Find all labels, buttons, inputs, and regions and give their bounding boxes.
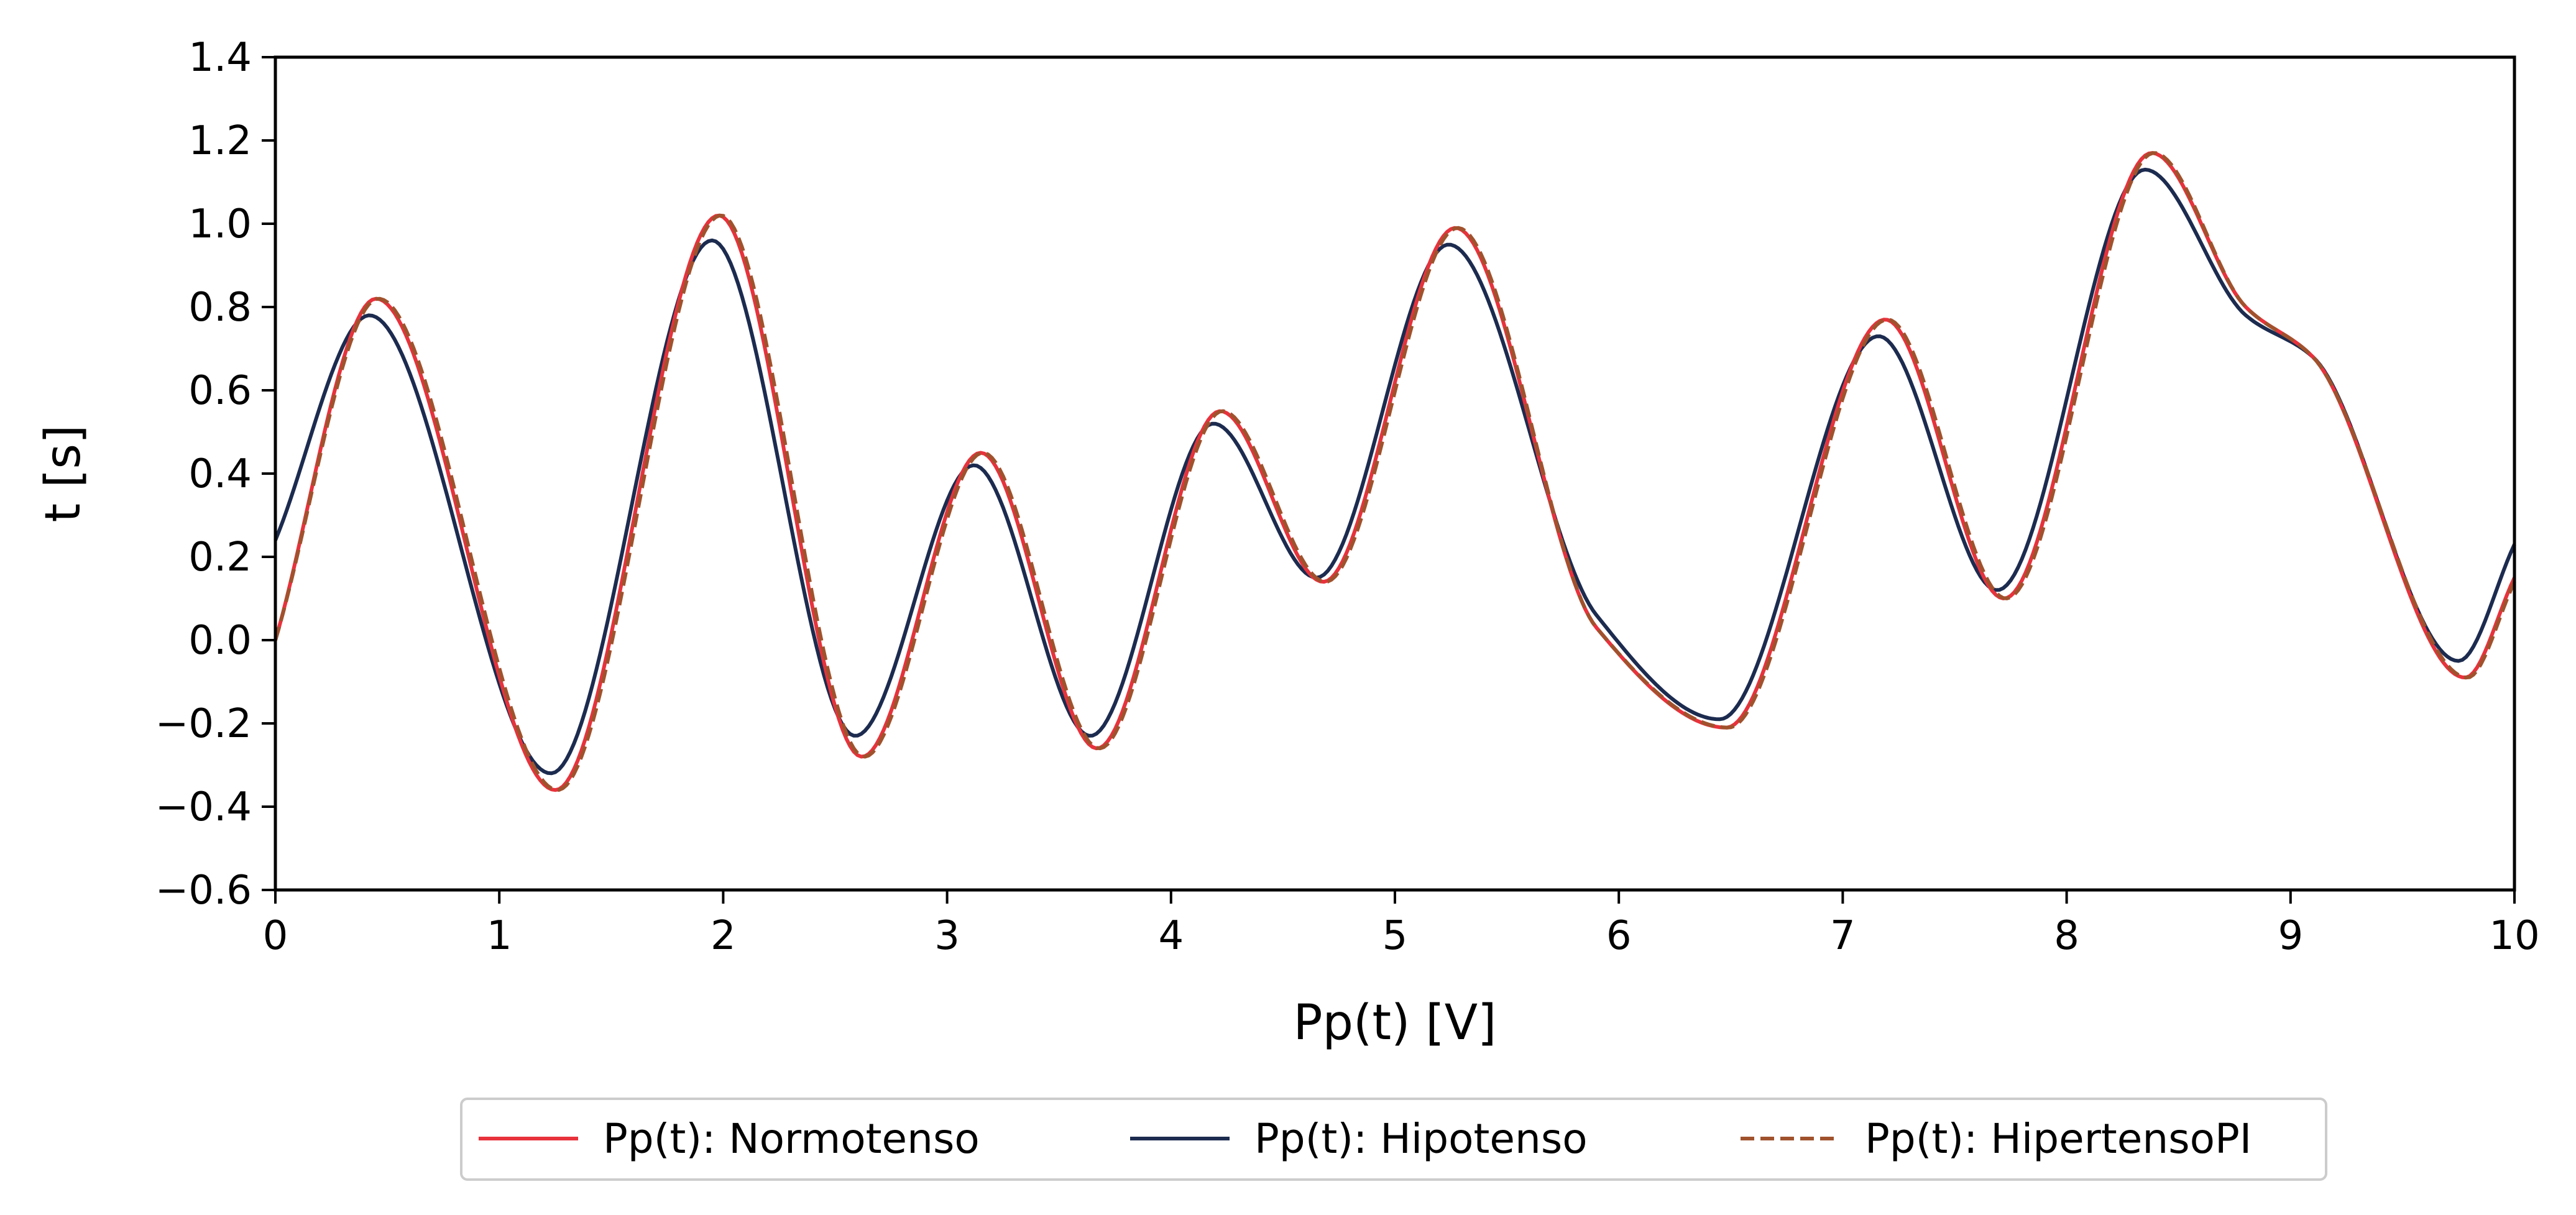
x-tick-label: 1 — [487, 913, 512, 959]
x-tick-label: 0 — [263, 913, 288, 959]
x-tick-label: 3 — [934, 913, 960, 959]
x-axis-label: Pp(t) [V] — [1293, 995, 1496, 1051]
y-tick-label: −0.6 — [155, 868, 252, 914]
y-tick-label: −0.2 — [155, 701, 252, 747]
x-axis-ticks: 0 1 2 3 4 5 6 7 8 9 10 — [263, 890, 2540, 959]
x-tick-label: 4 — [1158, 913, 1184, 959]
x-tick-label: 10 — [2489, 913, 2539, 959]
y-tick-label: 1.4 — [188, 35, 252, 81]
y-tick-label: 1.0 — [188, 201, 252, 247]
x-tick-label: 7 — [1830, 913, 1856, 959]
series-line-1 — [274, 151, 2516, 792]
x-tick-label: 2 — [711, 913, 736, 959]
y-tick-label: 0.6 — [188, 368, 252, 414]
x-tick-label: 9 — [2278, 913, 2303, 959]
y-tick-label: 0.0 — [188, 618, 252, 664]
y-axis-label: t [s] — [35, 425, 91, 523]
legend-label-1: Pp(t): Normotenso — [603, 1115, 980, 1163]
y-tick-label: −0.4 — [155, 784, 252, 830]
series-line-3 — [274, 151, 2516, 792]
legend-label-2: Pp(t): Hipotenso — [1254, 1115, 1588, 1163]
x-tick-label: 8 — [2054, 913, 2079, 959]
legend-box — [460, 1098, 2327, 1181]
series-line-2 — [274, 167, 2516, 776]
y-tick-label: 0.4 — [188, 451, 252, 497]
y-tick-label: 0.8 — [188, 285, 252, 331]
series-layer — [274, 151, 2516, 792]
legend: Pp(t): Normotenso Pp(t): Hipotenso Pp(t): … — [460, 1098, 2327, 1181]
x-tick-label: 6 — [1606, 913, 1632, 959]
y-tick-label: 1.2 — [188, 118, 252, 164]
y-axis-ticks: −0.6 −0.4 −0.2 0.0 0.2 0.4 0.6 0.8 1.0 1.2 1.4 — [155, 35, 275, 914]
y-tick-label: 0.2 — [188, 534, 252, 580]
legend-label-3: Pp(t): HipertensoPI — [1865, 1115, 2252, 1163]
x-tick-label: 5 — [1382, 913, 1408, 959]
